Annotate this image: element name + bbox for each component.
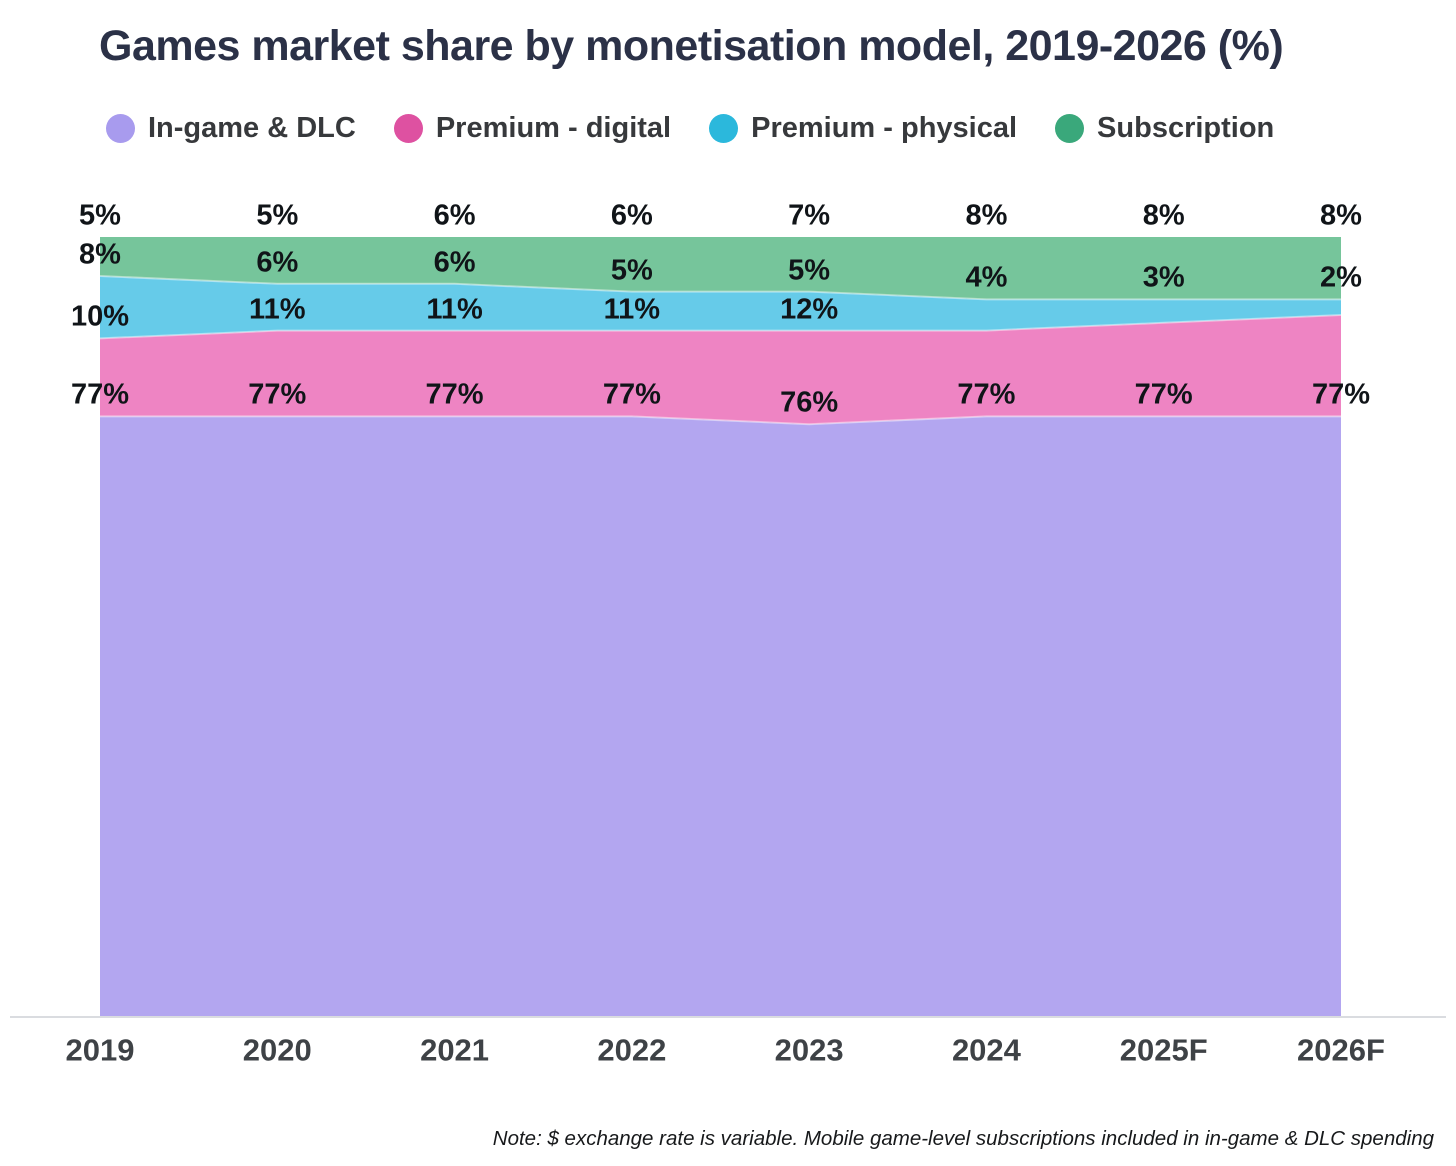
legend-swatch-icon — [1055, 114, 1085, 143]
value-label-ingame-dlc-2022: 77% — [602, 378, 661, 411]
legend-item-subscription: Subscription — [1055, 112, 1274, 145]
value-label-premium-digital-2020: 11% — [249, 293, 306, 326]
value-label-subscription-2023: 7% — [788, 199, 831, 232]
x-axis-label-2019: 2019 — [65, 1032, 135, 1068]
x-axis-label-2023: 2023 — [774, 1032, 844, 1068]
x-axis-label-2021: 2021 — [420, 1032, 490, 1068]
value-label-subscription-2024: 8% — [965, 199, 1008, 232]
value-label-premium-physical-2023: 5% — [788, 254, 831, 287]
value-label-subscription-2025F: 8% — [1142, 199, 1185, 232]
area-band-ingame-dlc — [100, 416, 1341, 1017]
band-separator-line — [99, 275, 1341, 301]
legend: In-game & DLC Premium - digital Premium - … — [106, 112, 1274, 145]
legend-item-premium-physical: Premium - physical — [709, 112, 1017, 145]
value-label-subscription-2020: 5% — [256, 199, 299, 232]
legend-item-premium-digital: Premium - digital — [393, 112, 672, 145]
legend-item-ingame-dlc: In-game & DLC — [106, 112, 356, 145]
chart-title: Games market share by monetisation model… — [99, 22, 1284, 70]
x-axis-label-2025F: 2025F — [1119, 1032, 1208, 1068]
value-label-subscription-2021: 6% — [433, 199, 476, 232]
value-label-ingame-dlc-2021: 77% — [425, 378, 484, 411]
x-axis-label-2022: 2022 — [597, 1032, 667, 1068]
value-label-premium-physical-2026F: 2% — [1320, 261, 1362, 294]
value-label-premium-physical-2025F: 3% — [1142, 261, 1185, 294]
value-label-subscription-2026F: 8% — [1320, 199, 1362, 232]
value-label-ingame-dlc-2019: 77% — [70, 378, 130, 411]
footnote: Note: $ exchange rate is variable. Mobil… — [492, 1127, 1434, 1150]
area-band-premium-physical — [100, 276, 1341, 339]
band-separator-line — [100, 415, 1341, 426]
value-label-premium-physical-2020: 6% — [256, 246, 299, 279]
legend-swatch-icon — [709, 114, 739, 143]
value-label-subscription-2022: 6% — [610, 199, 653, 232]
area-band-premium-digital — [100, 315, 1341, 425]
value-label-premium-physical-2021: 6% — [433, 246, 476, 279]
value-label-ingame-dlc-2026F: 77% — [1311, 378, 1371, 411]
value-label-ingame-dlc-2023: 76% — [780, 386, 839, 419]
value-label-premium-physical-2022: 5% — [610, 254, 653, 287]
value-label-ingame-dlc-2025F: 77% — [1134, 378, 1193, 411]
value-label-premium-digital-2022: 11% — [603, 293, 661, 326]
x-axis-label-2026F: 2026F — [1297, 1032, 1385, 1068]
legend-item-label: Premium - physical — [751, 112, 1018, 144]
x-axis-label-2020: 2020 — [242, 1032, 312, 1068]
value-label-ingame-dlc-2020: 77% — [248, 378, 307, 411]
area-band-subscription — [100, 237, 1341, 300]
value-label-premium-digital-2023: 12% — [780, 293, 839, 326]
value-label-premium-physical-2024: 4% — [965, 261, 1008, 294]
value-label-ingame-dlc-2024: 77% — [957, 378, 1016, 411]
legend-swatch-icon — [393, 114, 423, 143]
legend-item-label: Premium - digital — [435, 112, 672, 144]
x-axis-label-2024: 2024 — [951, 1032, 1021, 1068]
legend-item-label: Subscription — [1097, 112, 1275, 144]
legend-swatch-icon — [106, 114, 135, 143]
band-separator-line — [99, 314, 1342, 340]
legend-item-label: In-game & DLC — [148, 112, 356, 144]
value-label-subscription-2019: 5% — [79, 199, 121, 232]
value-label-premium-digital-2021: 11% — [426, 293, 483, 326]
value-label-premium-physical-2019: 8% — [79, 238, 121, 271]
value-label-premium-digital-2019: 10% — [70, 300, 130, 333]
